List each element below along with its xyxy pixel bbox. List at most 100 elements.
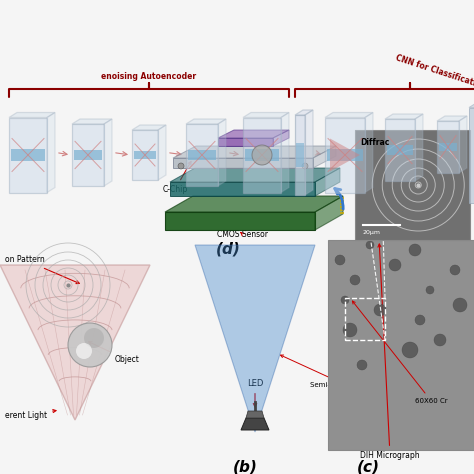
Bar: [340, 200, 344, 202]
Bar: [340, 212, 344, 214]
Polygon shape: [218, 130, 289, 138]
Bar: [340, 203, 344, 205]
Polygon shape: [218, 119, 226, 186]
Circle shape: [341, 296, 349, 304]
Polygon shape: [241, 418, 269, 430]
Polygon shape: [158, 125, 166, 180]
Bar: [340, 197, 344, 199]
Bar: [296, 143, 304, 167]
Polygon shape: [243, 118, 281, 192]
Polygon shape: [195, 245, 315, 432]
Polygon shape: [295, 110, 313, 115]
Text: (c): (c): [356, 460, 380, 474]
Circle shape: [350, 275, 360, 285]
Text: on Pattern: on Pattern: [5, 255, 79, 283]
FancyArrowPatch shape: [335, 189, 343, 209]
Polygon shape: [9, 118, 47, 192]
Circle shape: [252, 145, 272, 165]
Polygon shape: [315, 168, 340, 196]
Bar: [340, 209, 344, 211]
Polygon shape: [104, 119, 112, 186]
Polygon shape: [415, 114, 423, 181]
Polygon shape: [365, 112, 373, 192]
Polygon shape: [313, 146, 336, 168]
Text: DIH Micrograph: DIH Micrograph: [360, 244, 420, 460]
Circle shape: [343, 323, 357, 337]
Polygon shape: [186, 124, 218, 186]
Polygon shape: [273, 130, 289, 146]
Polygon shape: [132, 130, 158, 180]
Bar: [11, 149, 45, 161]
Text: enoising Autoencoder: enoising Autoencoder: [101, 72, 197, 81]
Text: Object: Object: [89, 342, 140, 365]
Circle shape: [76, 343, 92, 359]
Polygon shape: [170, 182, 315, 196]
Bar: [74, 150, 102, 160]
Polygon shape: [218, 138, 273, 146]
Text: (b): (b): [233, 460, 257, 474]
Circle shape: [389, 259, 401, 271]
Bar: [245, 149, 279, 161]
Polygon shape: [437, 121, 459, 173]
Text: 60X60 Cr: 60X60 Cr: [352, 301, 447, 404]
Circle shape: [426, 286, 434, 294]
Polygon shape: [0, 265, 150, 420]
Polygon shape: [385, 114, 423, 119]
Circle shape: [84, 328, 104, 348]
Polygon shape: [72, 124, 104, 186]
Circle shape: [374, 304, 386, 316]
Bar: [439, 143, 457, 151]
Bar: [328, 240, 474, 450]
Text: (d): (d): [216, 242, 240, 257]
Polygon shape: [437, 116, 467, 121]
Polygon shape: [330, 138, 360, 172]
Circle shape: [453, 298, 467, 312]
Polygon shape: [132, 125, 166, 130]
Bar: [345, 298, 385, 340]
Bar: [340, 206, 344, 208]
Polygon shape: [173, 158, 313, 168]
Polygon shape: [186, 119, 226, 124]
Bar: [355, 130, 470, 240]
Bar: [134, 151, 156, 159]
Polygon shape: [325, 112, 373, 118]
Text: 20μm: 20μm: [363, 230, 381, 235]
Circle shape: [335, 255, 345, 265]
Text: Semi-Coherent Light: Semi-Coherent Light: [281, 355, 382, 388]
Polygon shape: [47, 112, 55, 192]
Bar: [387, 145, 413, 155]
Polygon shape: [385, 119, 415, 181]
Bar: [469, 108, 474, 202]
Circle shape: [302, 163, 308, 169]
Text: LED: LED: [247, 379, 263, 407]
Circle shape: [178, 163, 184, 169]
Polygon shape: [243, 112, 289, 118]
Polygon shape: [469, 102, 474, 108]
Polygon shape: [72, 119, 112, 124]
Circle shape: [450, 265, 460, 275]
Polygon shape: [9, 112, 55, 118]
Text: CNN for Classification: CNN for Classification: [394, 53, 474, 91]
Polygon shape: [170, 168, 340, 182]
Circle shape: [366, 241, 374, 249]
Text: erent Light: erent Light: [5, 410, 56, 419]
Polygon shape: [459, 116, 467, 173]
Polygon shape: [165, 196, 343, 212]
Circle shape: [415, 315, 425, 325]
Circle shape: [402, 342, 418, 358]
Polygon shape: [305, 110, 313, 195]
Polygon shape: [165, 212, 315, 230]
Polygon shape: [281, 112, 289, 192]
Polygon shape: [173, 146, 336, 158]
Circle shape: [409, 244, 421, 256]
Polygon shape: [295, 115, 305, 195]
Text: Diffrac: Diffrac: [360, 138, 389, 147]
Circle shape: [68, 323, 112, 367]
Text: CMOS Sensor: CMOS Sensor: [218, 230, 268, 239]
Bar: [327, 149, 363, 161]
Circle shape: [357, 360, 367, 370]
Text: C-Chip: C-Chip: [163, 162, 191, 194]
Polygon shape: [325, 118, 365, 192]
Polygon shape: [315, 196, 343, 230]
Circle shape: [434, 334, 446, 346]
